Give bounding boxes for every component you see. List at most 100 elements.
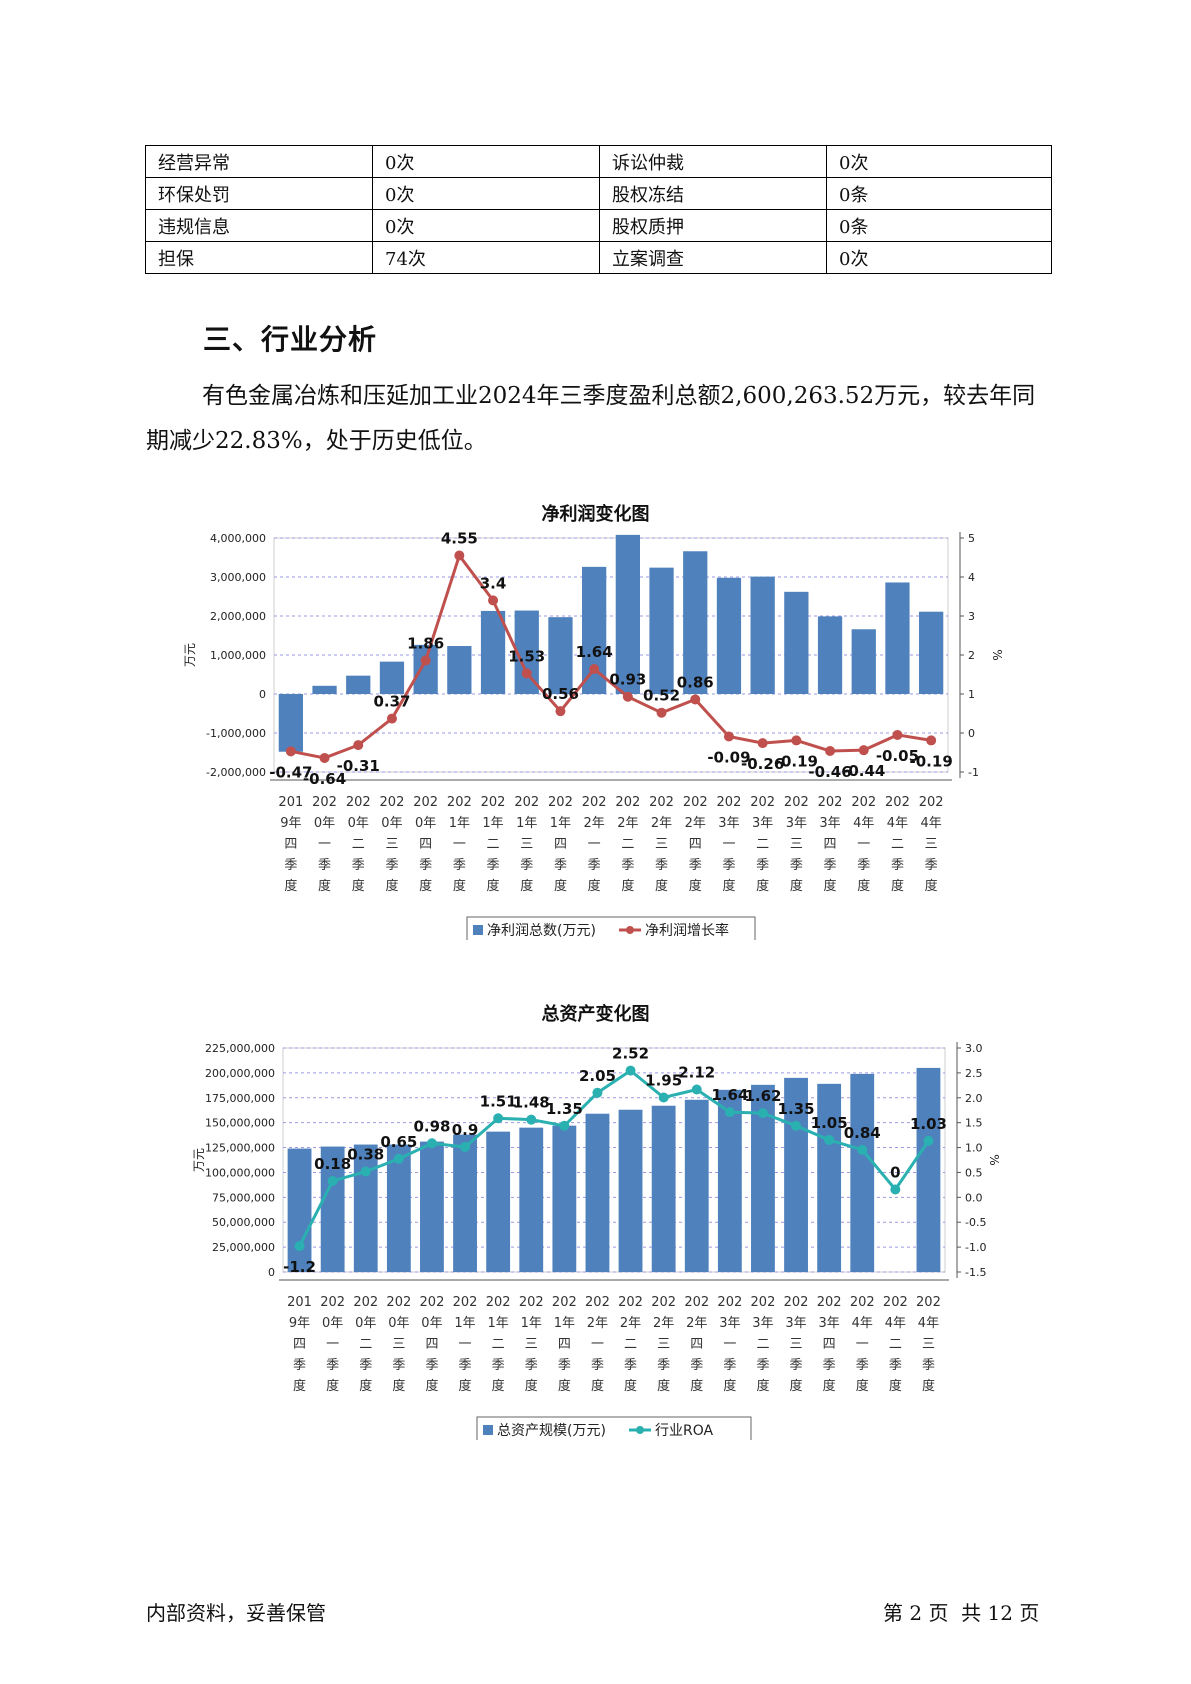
legend-swatch-bar — [473, 925, 483, 935]
y-tick-label-right: 2.0 — [965, 1092, 983, 1105]
line-point — [858, 745, 869, 756]
x-tick-label: 202 — [649, 795, 674, 810]
footer-page-number: 第 2 页 共 12 页 — [883, 1601, 1040, 1625]
x-tick-label: 202 — [380, 795, 405, 810]
data-label: 2.52 — [612, 1045, 649, 1063]
x-tick-label: 4年 — [921, 816, 942, 831]
x-tick-label: 202 — [481, 795, 506, 810]
line-point — [656, 707, 667, 718]
x-tick-label: 度 — [655, 878, 668, 894]
x-tick-label: 季 — [922, 1358, 935, 1373]
chart-legend: 净利润总数(万元) 净利润增长率 — [466, 916, 756, 940]
x-tick-label: 季 — [419, 858, 432, 873]
data-label: 1.51 — [480, 1092, 517, 1110]
data-label: 1.03 — [910, 1115, 947, 1133]
x-tick-label: 季 — [525, 1358, 538, 1373]
table-value-cell: 0次 — [372, 177, 600, 210]
x-tick-label: 1年 — [516, 816, 537, 831]
y-tick-label-right: 4 — [968, 571, 975, 584]
table-value-cell: 0次 — [372, 145, 600, 178]
x-tick-label: 季 — [756, 858, 769, 873]
bar — [716, 577, 742, 694]
table-label-cell: 立案调查 — [599, 241, 827, 274]
x-tick-label: 3年 — [718, 816, 739, 831]
x-tick-label: 3年 — [752, 1316, 773, 1331]
data-label: -0.09 — [707, 749, 750, 767]
x-tick-label: 度 — [624, 1378, 637, 1394]
data-label: 3.4 — [480, 574, 507, 592]
line-point — [319, 752, 330, 763]
line-point — [757, 738, 768, 749]
x-tick-label: 季 — [889, 1358, 902, 1373]
bar — [312, 685, 337, 694]
x-tick-label: 三 — [392, 1337, 405, 1352]
y-tick-label-left: 100,000,000 — [205, 1166, 275, 1179]
x-tick-label: 二 — [889, 1337, 902, 1352]
x-tick-label: 2年 — [653, 1316, 674, 1331]
data-label: 1.48 — [513, 1094, 550, 1112]
x-tick-label: 季 — [284, 858, 297, 873]
bar — [413, 644, 438, 694]
x-tick-label: 季 — [487, 858, 500, 873]
y-axis-label-right: % — [987, 1154, 1001, 1165]
bar — [683, 551, 708, 694]
table-value-cell: 0次 — [826, 241, 1052, 274]
x-tick-label: 2年 — [651, 816, 672, 831]
table-value-cell: 0条 — [826, 177, 1052, 210]
y-tick-label-right: 0 — [968, 727, 975, 740]
data-label: 4.55 — [441, 530, 478, 548]
line-point — [488, 595, 499, 606]
table-label-cell: 环保处罚 — [145, 177, 373, 210]
y-axis-label-left: 万元 — [183, 643, 197, 667]
x-tick-label: 季 — [520, 858, 533, 873]
x-tick-label: 四 — [823, 1337, 836, 1352]
x-tick-label: 二 — [756, 837, 769, 852]
x-tick-label: 季 — [925, 858, 938, 873]
data-label: -0.19 — [910, 752, 953, 770]
x-tick-label: 季 — [492, 1358, 505, 1373]
bar — [751, 1084, 775, 1272]
line-point — [420, 655, 431, 666]
line-point — [690, 694, 701, 705]
x-tick-label: 度 — [621, 878, 634, 894]
y-tick-label-left: 150,000,000 — [205, 1117, 275, 1130]
legend-swatch-point — [626, 926, 634, 934]
x-tick-label: 三 — [657, 1337, 670, 1352]
data-label: 0.84 — [844, 1124, 881, 1142]
y-tick-label-left: 1,000,000 — [210, 649, 266, 662]
x-tick-label: 度 — [922, 1378, 935, 1394]
x-tick-label: 202 — [552, 1295, 577, 1310]
x-tick-label: 201 — [278, 795, 303, 810]
x-tick-label: 季 — [624, 1358, 637, 1373]
line-point — [386, 713, 397, 724]
bar — [817, 616, 843, 694]
x-tick-label: 季 — [689, 858, 702, 873]
y-axis-label-right: % — [990, 649, 1004, 660]
x-tick-label: 202 — [320, 1295, 345, 1310]
table-row: 环保处罚 0次 股权冻结 0条 — [145, 177, 1052, 210]
line-point — [360, 1166, 371, 1177]
line-point — [723, 731, 734, 742]
x-tick-label: 四 — [284, 837, 297, 852]
bar — [453, 1134, 477, 1272]
x-tick-label: 三 — [385, 837, 398, 852]
line-point — [460, 1142, 471, 1153]
x-tick-label: 季 — [293, 1358, 306, 1373]
data-label: 2.05 — [579, 1067, 616, 1085]
total-assets-chart-svg: 225,000,000 200,000,000 175,000,000 150,000… — [192, 1042, 1001, 1440]
bar — [851, 629, 876, 694]
y-tick-label-left: 125,000,000 — [205, 1142, 275, 1155]
legend-label: 净利润总数(万元) — [487, 923, 596, 939]
data-label: 1.53 — [508, 647, 545, 665]
x-tick-label: 202 — [386, 1295, 411, 1310]
data-label: 1.35 — [546, 1100, 583, 1118]
series-line — [298, 1068, 930, 1247]
bar — [287, 1148, 312, 1272]
line-point — [294, 1241, 305, 1252]
data-label: 1.86 — [407, 634, 444, 652]
x-tick-label: 度 — [588, 878, 601, 894]
x-tick-label: 二 — [359, 1337, 372, 1352]
x-tick-label: 2年 — [617, 816, 638, 831]
x-tick-label: 202 — [413, 795, 438, 810]
x-tick-label: 度 — [419, 878, 432, 894]
